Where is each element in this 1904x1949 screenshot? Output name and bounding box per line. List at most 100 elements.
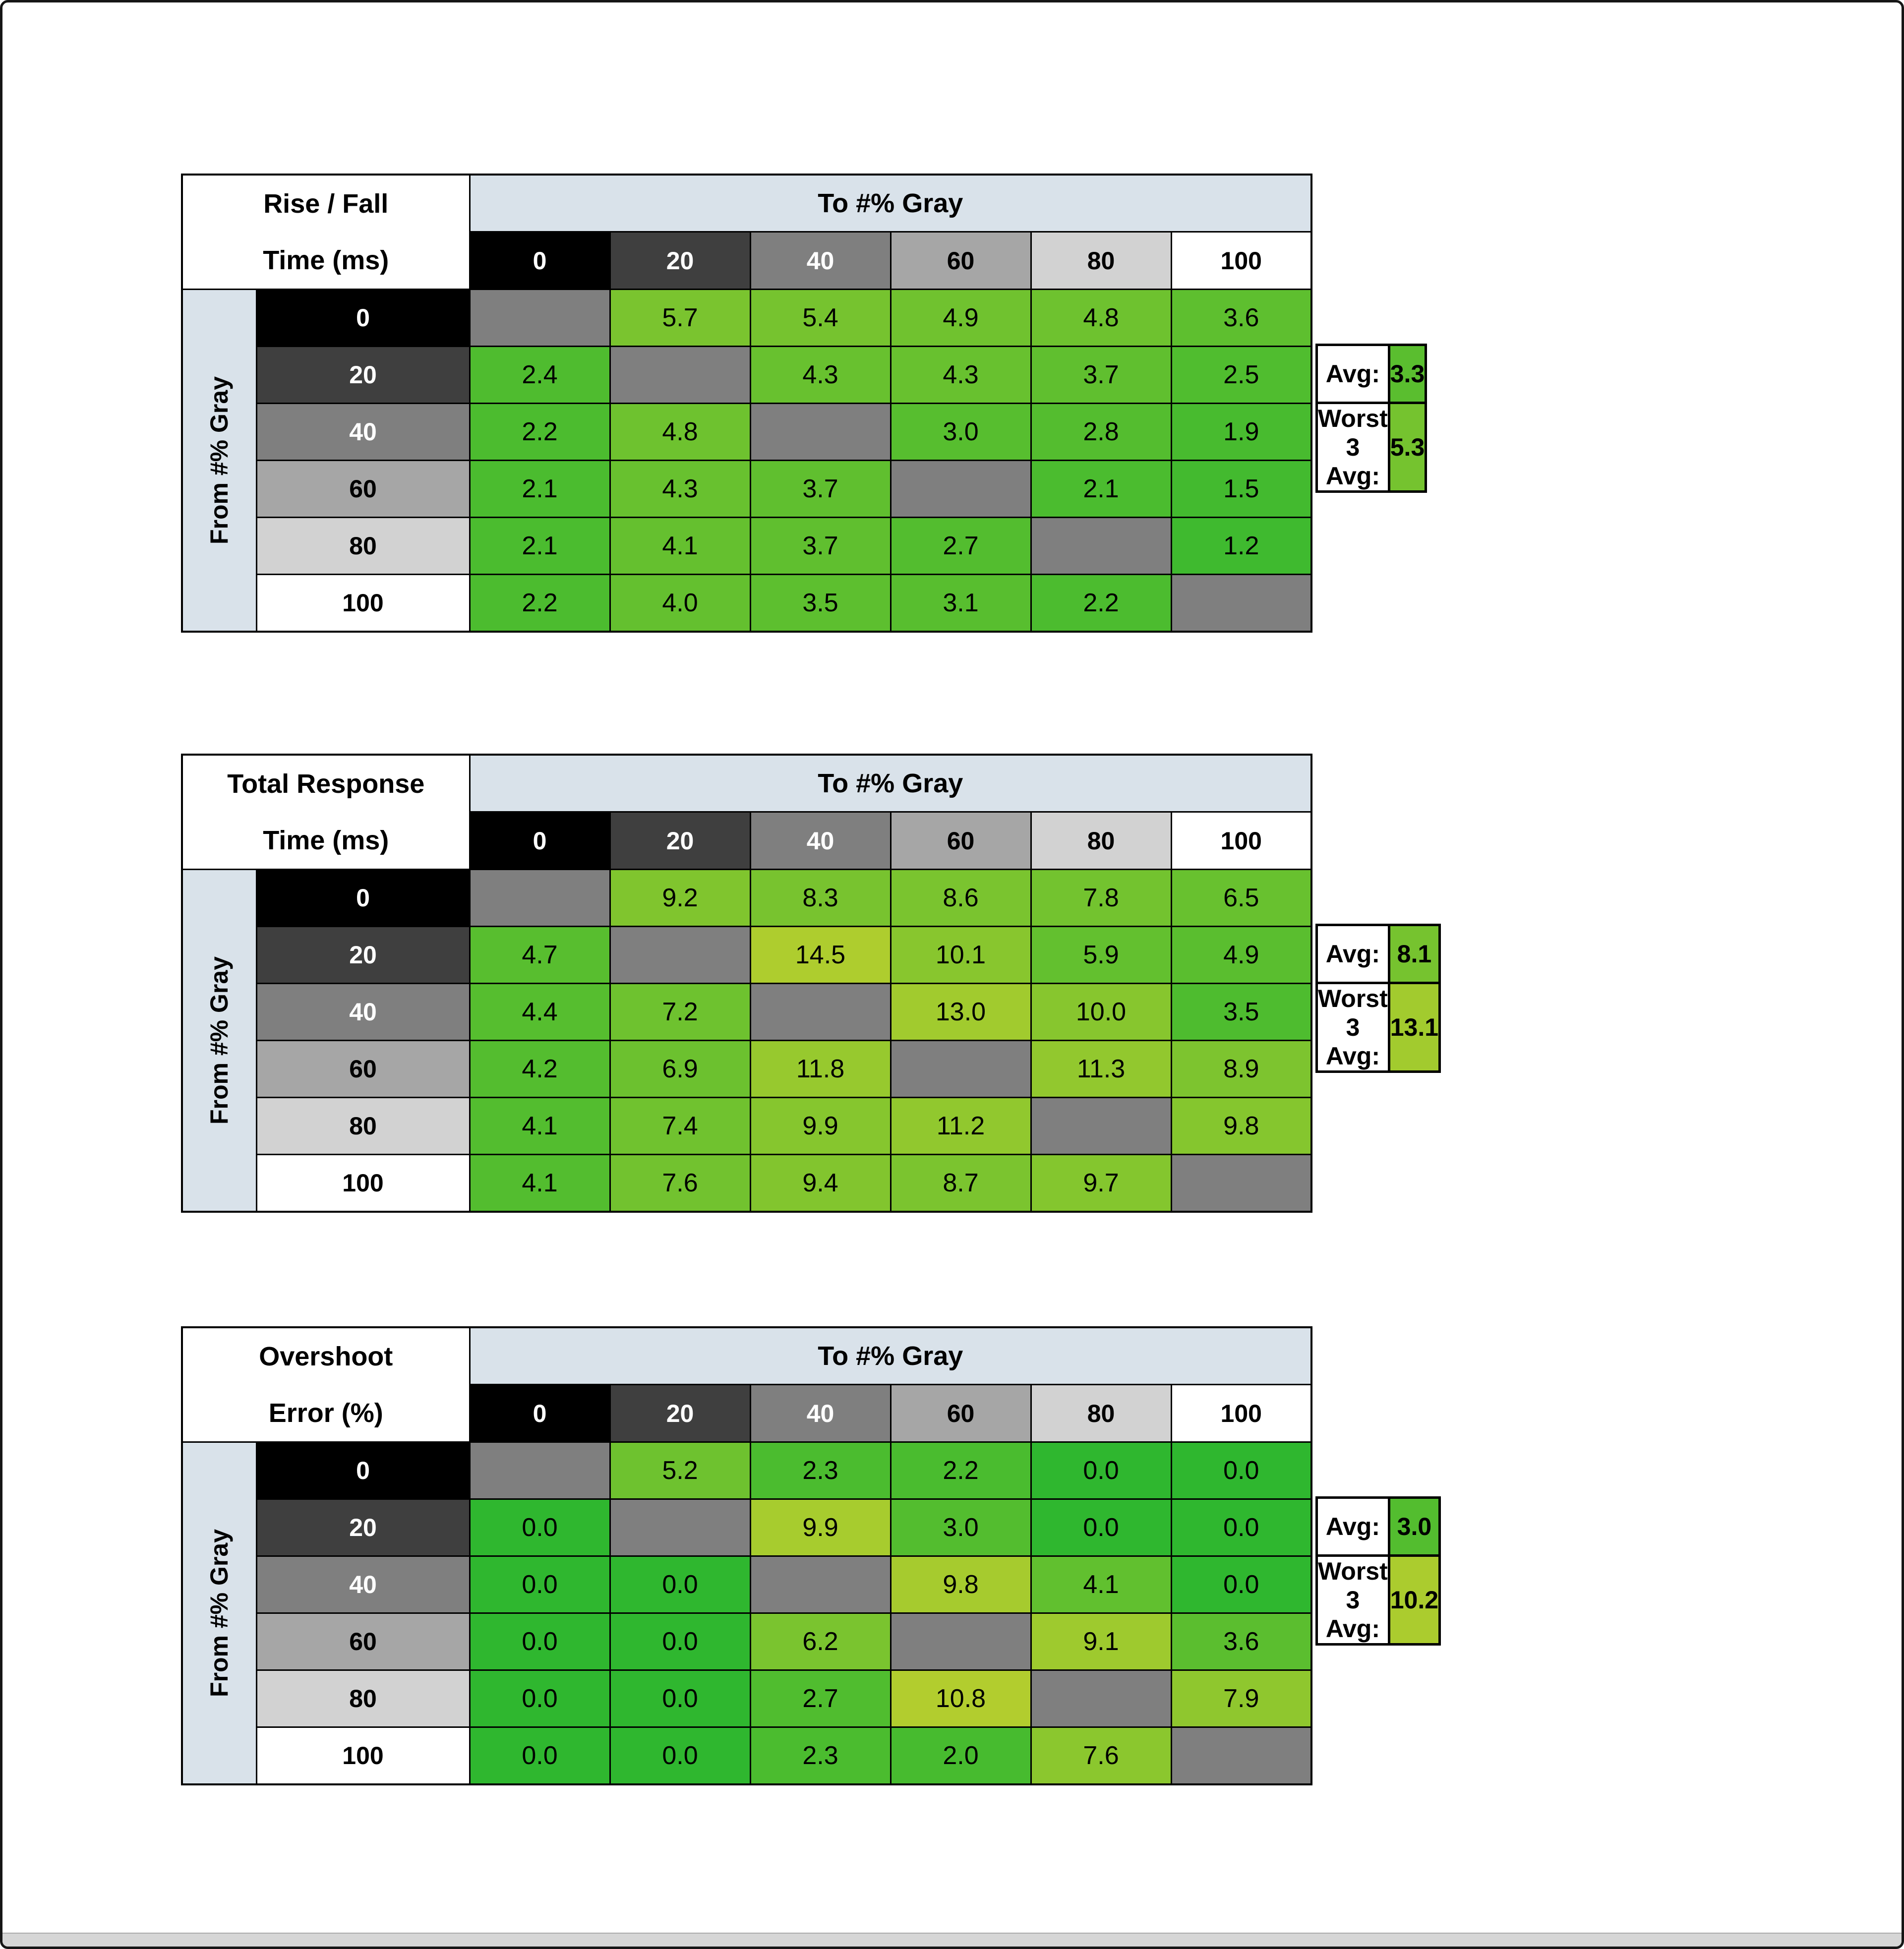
avg-value: 8.1 xyxy=(1387,924,1441,984)
col-header-40: 40 xyxy=(749,231,892,290)
diagonal-cell xyxy=(1030,1097,1172,1155)
matrix-cell-60-to-80: 9.1 xyxy=(1030,1612,1172,1671)
matrix-cell-80-to-20: 0.0 xyxy=(609,1669,751,1728)
matrix-cell-60-to-100: 8.9 xyxy=(1170,1040,1312,1098)
row-header-80: 80 xyxy=(255,517,471,575)
matrix-cell-80-to-40: 9.9 xyxy=(749,1097,892,1155)
table-title: Total Response Time (ms) xyxy=(181,754,471,870)
matrix-cell-0-to-20: 5.2 xyxy=(609,1441,751,1500)
col-axis-label: To #% Gray xyxy=(469,174,1312,233)
row-header-60: 60 xyxy=(255,1040,471,1098)
col-header-80: 80 xyxy=(1030,1384,1172,1443)
matrix-cell-100-to-20: 0.0 xyxy=(609,1726,751,1785)
matrix-cell-60-to-40: 6.2 xyxy=(749,1612,892,1671)
matrix-cell-100-to-60: 2.0 xyxy=(890,1726,1032,1785)
total-response-heatmap: Total Response Time (ms) To #% Gray 0 20 4… xyxy=(181,754,1312,1213)
row-header-20: 20 xyxy=(255,1498,471,1557)
matrix-cell-40-to-20: 7.2 xyxy=(609,983,751,1041)
matrix-cell-80-to-60: 10.8 xyxy=(890,1669,1032,1728)
worst-avg-value: 5.3 xyxy=(1387,402,1428,493)
row-axis-label: From #% Gray xyxy=(181,1441,257,1785)
matrix-cell-0-to-80: 4.8 xyxy=(1030,289,1172,347)
worst-avg-value: 13.1 xyxy=(1387,982,1441,1073)
row-header-20: 20 xyxy=(255,346,471,404)
summary-block: Avg: 3.3 Worst 3 Avg: 5.3 xyxy=(1315,344,1428,493)
table-title: Rise / Fall Time (ms) xyxy=(181,174,471,290)
diagonal-cell xyxy=(1030,517,1172,575)
diagonal-cell xyxy=(749,403,892,461)
col-header-100: 100 xyxy=(1170,231,1312,290)
matrix-cell-80-to-40: 2.7 xyxy=(749,1669,892,1728)
diagonal-cell xyxy=(890,460,1032,518)
row-header-80: 80 xyxy=(255,1097,471,1155)
matrix-cell-20-to-60: 10.1 xyxy=(890,926,1032,984)
matrix-cell-100-to-40: 3.5 xyxy=(749,574,892,632)
avg-value: 3.3 xyxy=(1387,344,1428,404)
table-title-line1: Total Response xyxy=(227,769,425,799)
col-headers: 0 20 40 60 80 100 xyxy=(182,231,1312,290)
matrix-cell-60-to-40: 11.8 xyxy=(749,1040,892,1098)
col-header-0: 0 xyxy=(469,1384,611,1443)
diagonal-cell xyxy=(1030,1669,1172,1728)
matrix-cell-40-to-0: 0.0 xyxy=(469,1555,611,1614)
summary-block: Avg: 3.0 Worst 3 Avg: 10.2 xyxy=(1315,1496,1441,1646)
matrix-body: From #% Gray 0 9.2 8.3 8.6 7.8 6.5 20 4.7 14.5 10.… xyxy=(181,869,1312,1212)
matrix-cell-80-to-0: 2.1 xyxy=(469,517,611,575)
matrix-cell-80-to-60: 2.7 xyxy=(890,517,1032,575)
worst-avg-label: Worst 3 Avg: xyxy=(1315,402,1390,493)
matrix-cell-0-to-60: 4.9 xyxy=(890,289,1032,347)
matrix-cell-20-to-40: 9.9 xyxy=(749,1498,892,1557)
diagonal-cell xyxy=(890,1040,1032,1098)
diagonal-cell xyxy=(1170,1154,1312,1212)
matrix-cell-100-to-0: 0.0 xyxy=(469,1726,611,1785)
matrix-cell-100-to-40: 2.3 xyxy=(749,1726,892,1785)
matrix-cell-60-to-100: 3.6 xyxy=(1170,1612,1312,1671)
col-header-60: 60 xyxy=(890,811,1032,870)
horizontal-scrollbar[interactable] xyxy=(2,1933,1902,1947)
matrix-cell-40-to-80: 2.8 xyxy=(1030,403,1172,461)
matrix-cell-100-to-40: 9.4 xyxy=(749,1154,892,1212)
matrix-cell-0-to-20: 5.7 xyxy=(609,289,751,347)
matrix-cell-20-to-100: 2.5 xyxy=(1170,346,1312,404)
row-header-60: 60 xyxy=(255,460,471,518)
matrix-cell-80-to-0: 4.1 xyxy=(469,1097,611,1155)
row-header-100: 100 xyxy=(255,1154,471,1212)
table-title-line1: Overshoot xyxy=(259,1342,393,1371)
col-header-20: 20 xyxy=(609,1384,751,1443)
matrix-cell-80-to-0: 0.0 xyxy=(469,1669,611,1728)
row-header-40: 40 xyxy=(255,403,471,461)
matrix-cell-40-to-20: 4.8 xyxy=(609,403,751,461)
row-header-100: 100 xyxy=(255,574,471,632)
matrix-cell-20-to-80: 0.0 xyxy=(1030,1498,1172,1557)
rise-fall-heatmap: Rise / Fall Time (ms) To #% Gray 0 20 40 60… xyxy=(181,174,1312,633)
col-axis-label: To #% Gray xyxy=(469,754,1312,813)
matrix-cell-60-to-100: 1.5 xyxy=(1170,460,1312,518)
row-header-100: 100 xyxy=(255,1726,471,1785)
table-title: Overshoot Error (%) xyxy=(181,1326,471,1443)
matrix-cell-0-to-20: 9.2 xyxy=(609,869,751,927)
col-header-80: 80 xyxy=(1030,231,1172,290)
row-header-0: 0 xyxy=(255,1441,471,1500)
matrix-cell-0-to-40: 8.3 xyxy=(749,869,892,927)
matrix-cell-60-to-20: 0.0 xyxy=(609,1612,751,1671)
diagonal-cell xyxy=(609,926,751,984)
matrix-cell-80-to-40: 3.7 xyxy=(749,517,892,575)
col-header-100: 100 xyxy=(1170,811,1312,870)
matrix-cell-40-to-20: 0.0 xyxy=(609,1555,751,1614)
table-title-line2: Time (ms) xyxy=(263,245,389,275)
matrix-cell-0-to-80: 0.0 xyxy=(1030,1441,1172,1500)
matrix-cell-20-to-0: 2.4 xyxy=(469,346,611,404)
matrix-cell-20-to-40: 4.3 xyxy=(749,346,892,404)
col-header-60: 60 xyxy=(890,1384,1032,1443)
col-header-80: 80 xyxy=(1030,811,1172,870)
diagonal-cell xyxy=(469,1441,611,1500)
row-axis-label: From #% Gray xyxy=(181,289,257,632)
diagonal-cell xyxy=(1170,1726,1312,1785)
matrix-body: From #% Gray 0 5.2 2.3 2.2 0.0 0.0 20 0.0 9.9 3.0 0… xyxy=(181,1441,1312,1785)
matrix-cell-60-to-20: 4.3 xyxy=(609,460,751,518)
matrix-cell-20-to-80: 3.7 xyxy=(1030,346,1172,404)
worst-avg-value: 10.2 xyxy=(1387,1554,1441,1646)
avg-label: Avg: xyxy=(1315,344,1390,404)
diagonal-cell xyxy=(609,346,751,404)
diagonal-cell xyxy=(609,1498,751,1557)
